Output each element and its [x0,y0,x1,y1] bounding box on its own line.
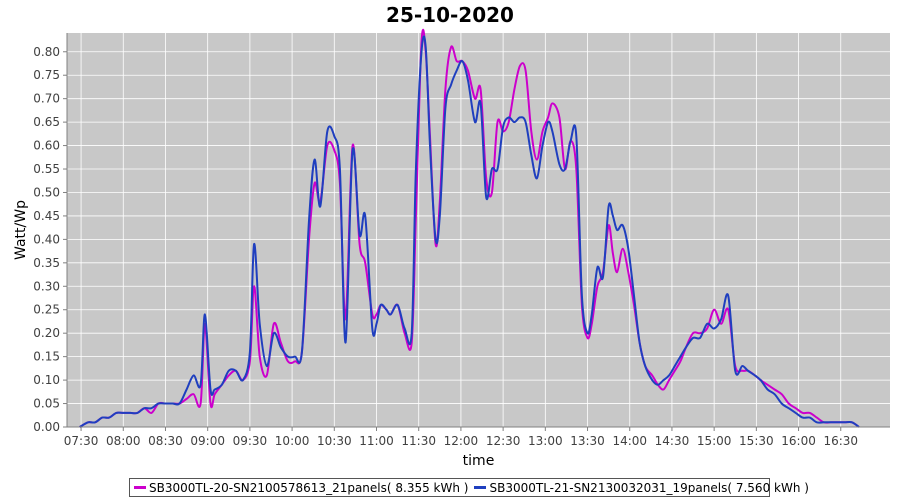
x-tick-label: 08:30 [148,434,183,448]
series-group [79,28,860,428]
y-tick-label: 0.60 [33,139,60,153]
y-tick-label: 0.75 [33,68,60,82]
y-tick-label: 0.65 [33,115,60,129]
y-tick-label: 0.00 [33,420,60,434]
y-tick-label: 0.35 [33,256,60,270]
x-tick-label: 12:30 [486,434,521,448]
x-tick-label: 11:30 [401,434,436,448]
y-tick-label: 0.25 [33,303,60,317]
y-tick-label: 0.55 [33,162,60,176]
x-tick-label: 15:30 [739,434,774,448]
x-tick-label: 14:00 [612,434,647,448]
x-tick-label: 16:00 [781,434,816,448]
y-axis-ticks: 0.00 0.05 0.10 0.15 0.20 0.25 0.30 0.35 0.40 0.45… [33,33,68,434]
x-tick-label: 13:00 [528,434,563,448]
y-tick-label: 0.10 [33,373,60,387]
chart-title: 25-10-2020 [386,3,514,27]
y-tick-label: 0.20 [33,326,60,340]
y-tick-label: 0.45 [33,209,60,223]
legend-item-series-2: SB3000TL-21-SN2130032031_19panels( 7.560… [474,480,809,495]
x-tick-label: 09:30 [233,434,268,448]
x-tick-label: 13:30 [570,434,605,448]
y-tick-label: 0.05 [33,397,60,411]
x-tick-label: 10:00 [275,434,310,448]
x-axis-label: time [463,453,495,469]
legend-swatch-series-2 [474,486,487,489]
x-tick-label: 08:00 [106,434,141,448]
y-axis-label: Watt/Wp [13,200,29,260]
gridlines [67,33,890,428]
x-tick-label: 09:00 [190,434,225,448]
y-tick-label: 0.30 [33,279,60,293]
y-tick-label: 0.70 [33,92,60,106]
y-tick-label: 0.15 [33,350,60,364]
x-tick-label: 07:30 [64,434,99,448]
y-tick-label: 0.80 [33,45,60,59]
x-tick-label: 10:30 [317,434,352,448]
legend-label-series-2: SB3000TL-21-SN2130032031_19panels( 7.560… [489,480,809,495]
x-tick-label: 16:30 [823,434,858,448]
legend-item-series-1: SB3000TL-20-SN2100578613_21panels( 8.355… [134,481,468,495]
legend-swatch-series-1 [134,486,146,489]
series-line-2 [79,35,860,428]
legend: SB3000TL-20-SN2100578613_21panels( 8.355… [129,478,809,497]
x-axis-ticks: 07:30 08:00 08:30 09:00 09:30 10:00 10:30 11:00… [64,426,890,448]
y-tick-label: 0.50 [33,185,60,199]
y-tick-label: 0.40 [33,232,60,246]
legend-label-series-1: SB3000TL-20-SN2100578613_21panels( 8.355… [149,480,469,495]
x-tick-label: 11:00 [359,434,394,448]
x-tick-label: 14:30 [655,434,690,448]
x-tick-label: 12:00 [444,434,479,448]
x-tick-label: 15:00 [697,434,732,448]
